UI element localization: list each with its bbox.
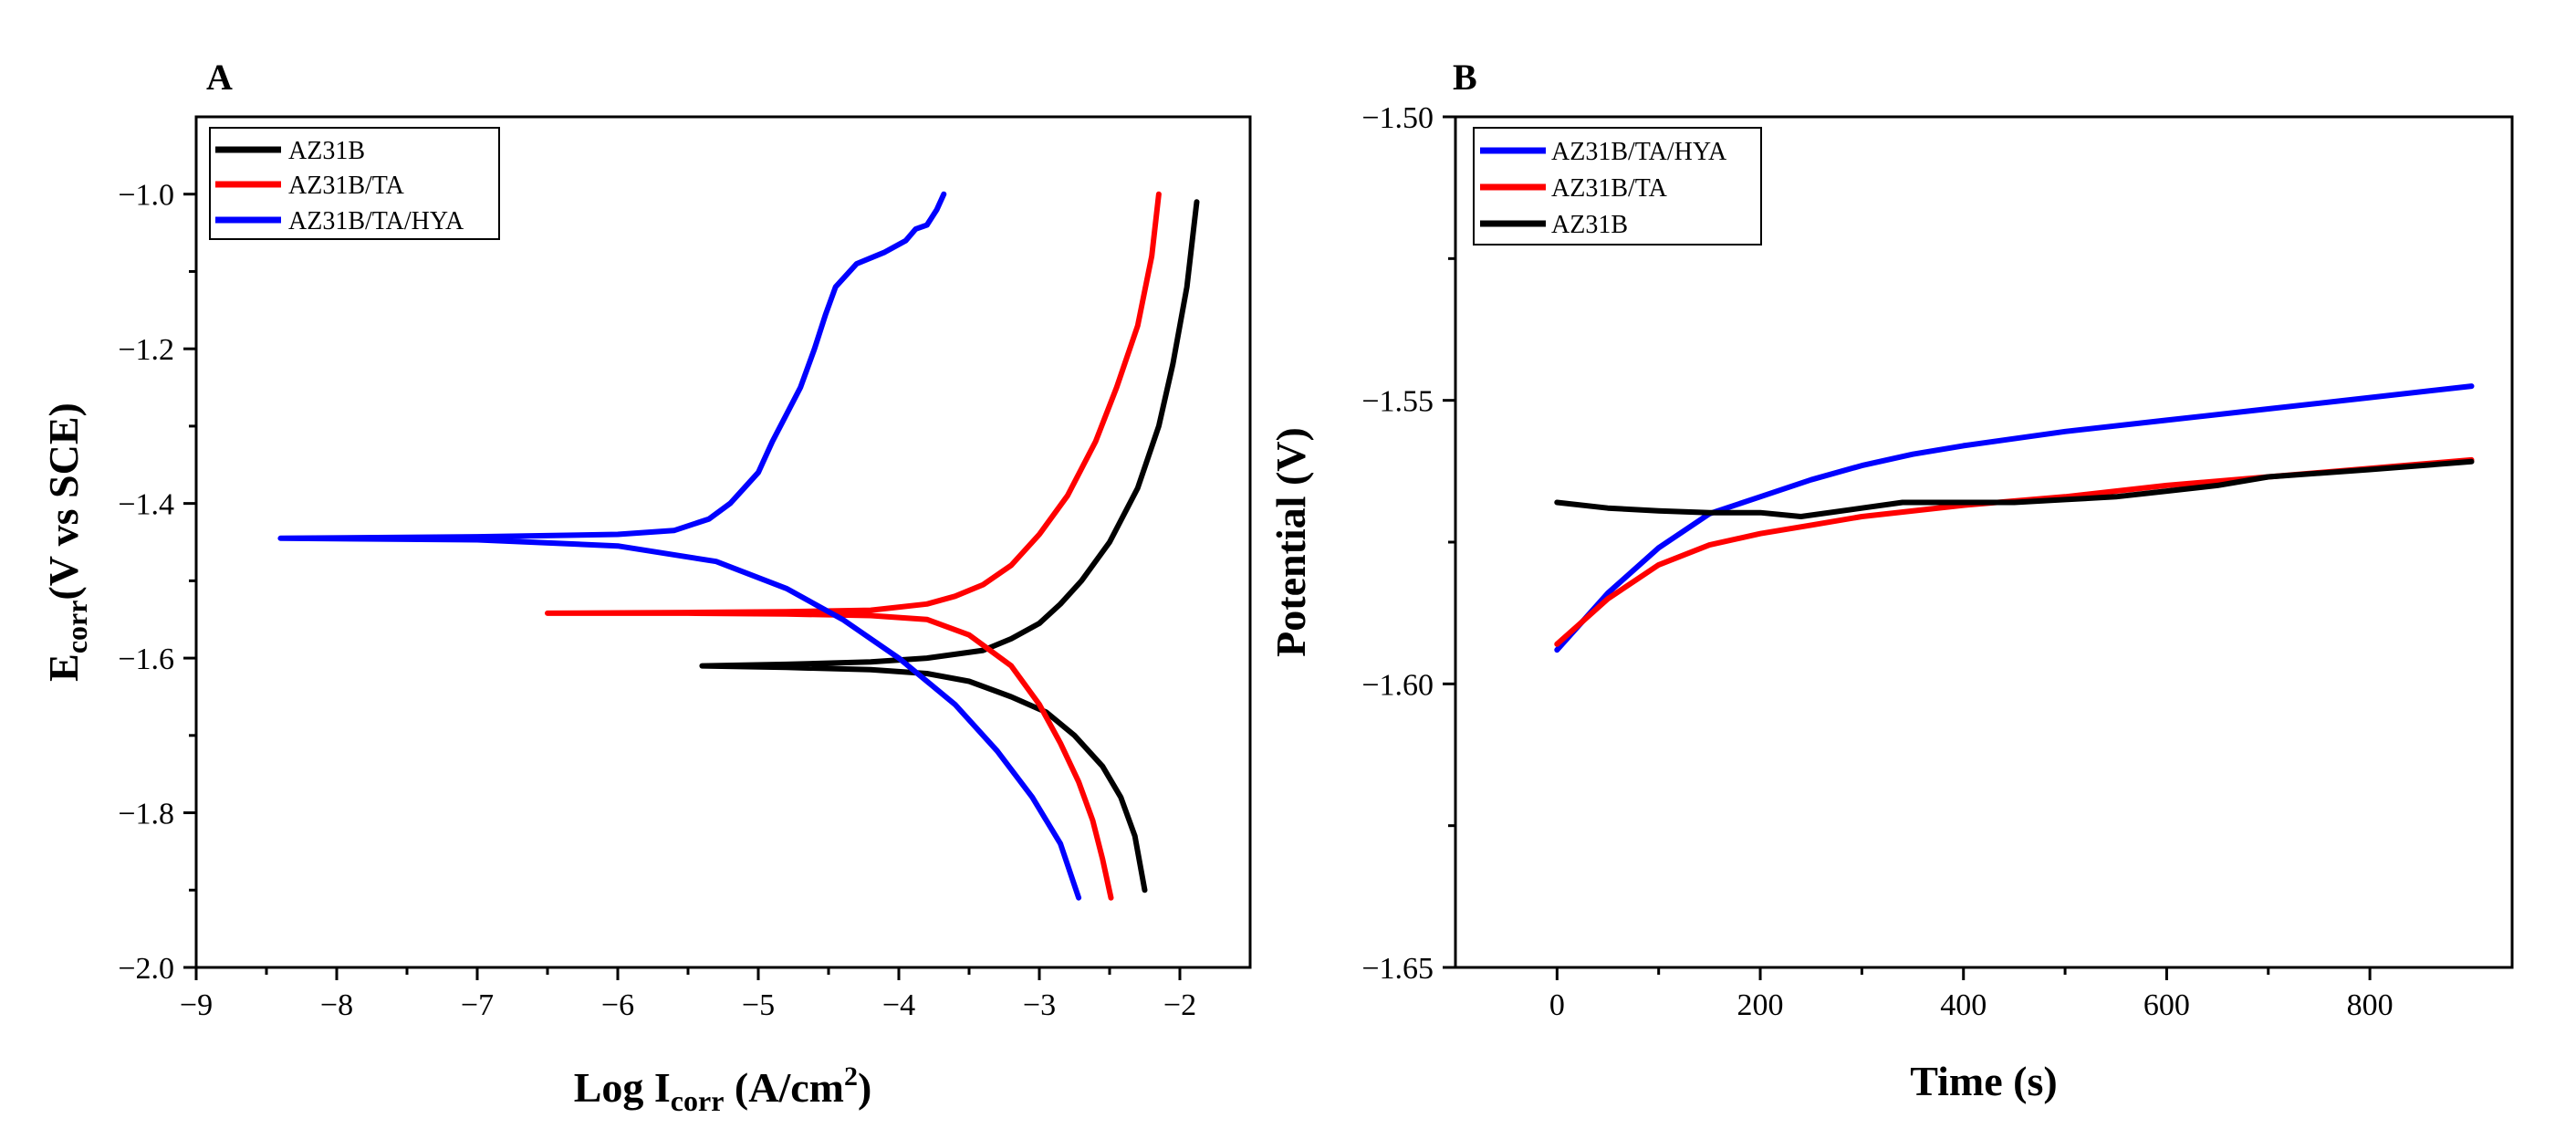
panel-a-series <box>277 191 1200 901</box>
a-y-tick-label: −1.8 <box>118 798 174 831</box>
panel-b-legend-label-2: AZ31B/TA <box>1551 174 1668 203</box>
a-y-tick-label: −1.4 <box>118 488 174 522</box>
panel-b-series <box>1554 383 2475 653</box>
panel-a-legend: AZ31B AZ31B/TA AZ31B/TA/HYA <box>209 127 500 240</box>
a-x-tick-label: −4 <box>882 988 915 1022</box>
b-x-tick-label: 200 <box>1737 988 1784 1022</box>
b-series-az31b-ta <box>1554 456 2475 647</box>
a-x-tick-label: −3 <box>1023 988 1056 1022</box>
a-x-tick-label: −8 <box>320 988 353 1022</box>
panel-a-ylabel-main: E <box>40 653 87 682</box>
panel-b-legend-label-1: AZ31B/TA/HYA <box>1551 138 1727 166</box>
b-x-tick-label: 0 <box>1549 988 1565 1022</box>
panel-a-xlabel-main: Log I <box>574 1064 671 1111</box>
b-x-tick-label: 400 <box>1940 988 1987 1022</box>
a-x-tick-label: −2 <box>1163 988 1196 1022</box>
panel-b-label: B <box>1453 57 1477 98</box>
a-x-tick-label: −9 <box>180 988 213 1022</box>
panel-a-label: A <box>206 57 233 98</box>
b-x-tick-label: 800 <box>2347 988 2393 1022</box>
panel-a-xlabel-tail: (A/cm <box>724 1064 844 1111</box>
b-x-tick-label: 600 <box>2143 988 2190 1022</box>
panel-a-ylabel-sub: corr <box>60 601 93 654</box>
a-y-tick-label: −1.6 <box>118 643 174 676</box>
panel-a-legend-label-2: AZ31B/TA <box>288 172 405 200</box>
panel-a-legend-label-1: AZ31B <box>288 137 365 165</box>
a-y-tick-label: −1.0 <box>118 179 174 213</box>
panel-a-x-axis-title: Log Icorr (A/cm2) <box>574 1061 872 1117</box>
a-y-tick-label: −2.0 <box>118 952 174 986</box>
panel-a-xlabel-end: ) <box>858 1064 871 1111</box>
b-y-tick-label: −1.65 <box>1361 952 1434 986</box>
panel-a-ylabel-tail: (V vs SCE) <box>40 402 87 600</box>
panel-b-x-ticks: 0 200 400 600 800 <box>1549 967 2393 1022</box>
panel-a-xlabel-sup: 2 <box>844 1061 858 1092</box>
panel-a-y-axis-title: Ecorr(V vs SCE) <box>40 402 93 682</box>
panel-b-y-ticks: −1.65 −1.60 −1.55 −1.50 <box>1361 101 1455 986</box>
a-x-tick-label: −6 <box>601 988 634 1022</box>
panel-b: B 0 200 400 600 800 −1.65 −1.60 −1.55 −1.50 Tim… <box>1267 57 2514 1104</box>
panel-a-y-ticks: −2.0 −1.8 −1.6 −1.4 −1.2 −1.0 <box>118 179 196 986</box>
b-series-az31b <box>1554 458 2475 519</box>
a-series-az31b-ta <box>545 191 1162 901</box>
a-x-tick-label: −7 <box>461 988 494 1022</box>
panel-b-x-axis-title: Time (s) <box>1910 1058 2057 1104</box>
panel-a-x-ticks: −9 −8 −7 −6 −5 −4 −3 −2 <box>180 967 1196 1022</box>
a-x-tick-label: −5 <box>742 988 775 1022</box>
b-y-tick-label: −1.50 <box>1361 101 1434 135</box>
panel-a-xlabel-sub: corr <box>671 1084 725 1117</box>
b-y-tick-label: −1.60 <box>1361 668 1434 702</box>
a-series-az31b-ta-hya <box>277 191 1082 901</box>
a-series-az31b <box>699 199 1200 893</box>
panel-b-legend-label-3: AZ31B <box>1551 211 1628 239</box>
panel-a: A −9 −8 −7 −6 −5 −4 −3 −2 −2.0−1.8−1.6−1.4−1.2−… <box>40 57 1252 1117</box>
panel-b-legend: AZ31B/TA/HYA AZ31B/TA AZ31B <box>1473 127 1762 246</box>
panel-a-plot-frame <box>194 115 1252 969</box>
b-series-az31b-ta-hya <box>1554 383 2475 653</box>
panel-b-y-axis-title: Potential (V) <box>1267 427 1314 657</box>
b-y-tick-label: −1.55 <box>1361 385 1434 419</box>
panel-a-legend-label-3: AZ31B/TA/HYA <box>288 207 464 235</box>
a-y-tick-label: −1.2 <box>118 333 174 367</box>
